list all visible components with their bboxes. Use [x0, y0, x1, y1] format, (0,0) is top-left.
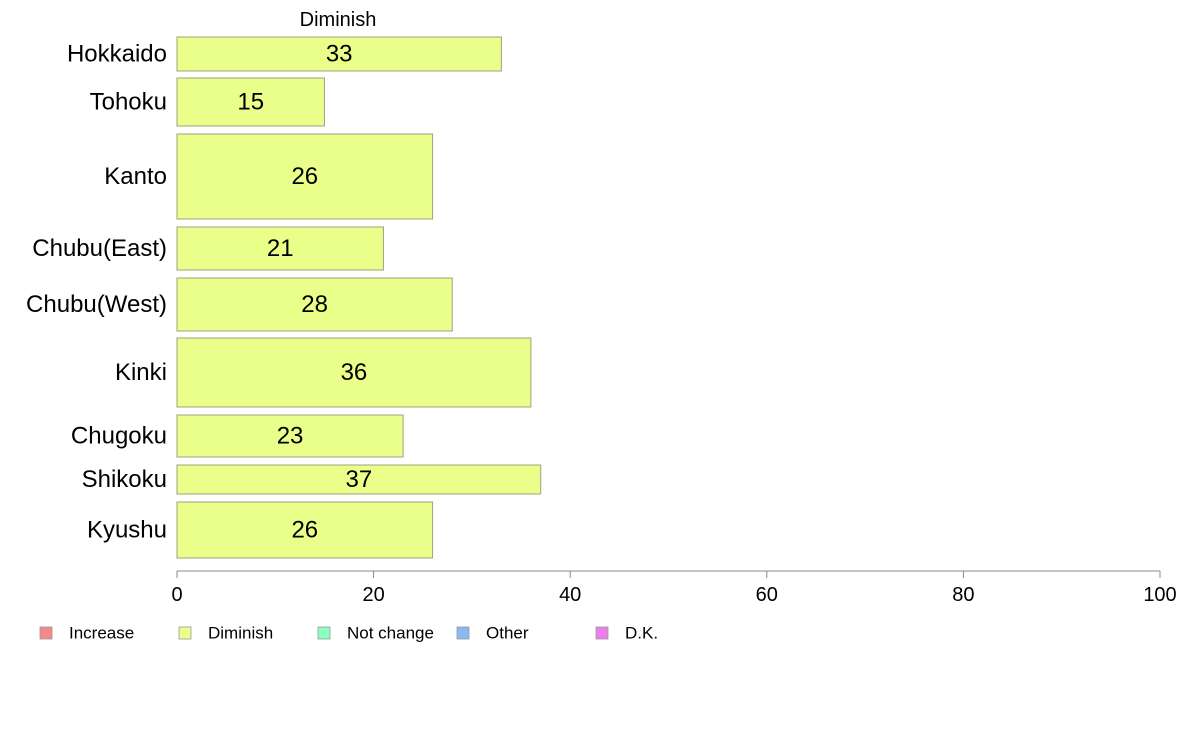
bar-hokkaido	[176, 36, 502, 72]
bar-shikoku	[176, 464, 542, 495]
legend-swatch-not-change	[317, 626, 331, 640]
x-tick-label: 60	[756, 584, 778, 606]
bar-chubu-east	[176, 226, 384, 271]
data-label: 23	[277, 422, 304, 449]
category-label: Tohoku	[90, 88, 167, 115]
bar-kanto	[176, 133, 434, 220]
legend-swatch-d-k	[595, 626, 609, 640]
data-label: 33	[326, 40, 353, 67]
data-label: 37	[346, 466, 373, 493]
legend-swatch-increase	[39, 626, 53, 640]
data-label: 15	[237, 88, 264, 115]
legend-label: Diminish	[208, 623, 273, 642]
category-label: Chubu(East)	[32, 235, 167, 262]
bar-chugoku	[176, 414, 404, 458]
bar-kyushu	[176, 501, 434, 559]
x-tick-label: 100	[1143, 584, 1176, 606]
data-label: 36	[341, 359, 368, 386]
legend-label: D.K.	[625, 623, 658, 642]
data-label: 28	[301, 291, 328, 318]
data-label: 26	[291, 163, 318, 190]
category-label: Hokkaido	[67, 40, 167, 67]
x-tick-label: 0	[171, 584, 182, 606]
data-label: 26	[291, 516, 318, 543]
category-label: Kanto	[104, 163, 167, 190]
bar-kinki	[176, 337, 532, 408]
chart-title: Diminish	[300, 9, 377, 31]
x-tick-label: 80	[952, 584, 974, 606]
category-label: Chubu(West)	[26, 291, 167, 318]
x-tick-label: 40	[559, 584, 581, 606]
category-label: Kinki	[115, 359, 167, 386]
bar-tohoku	[176, 77, 325, 127]
data-label: 21	[267, 235, 294, 262]
legend-label: Increase	[69, 623, 134, 642]
legend-label: Not change	[347, 623, 434, 642]
legend-label: Other	[486, 623, 529, 642]
legend-swatch-other	[456, 626, 470, 640]
x-tick-label: 20	[362, 584, 384, 606]
legend-swatch-diminish	[178, 626, 192, 640]
category-label: Chugoku	[71, 422, 167, 449]
category-label: Shikoku	[82, 466, 167, 493]
bar-chubu-west	[176, 277, 453, 332]
category-label: Kyushu	[87, 516, 167, 543]
